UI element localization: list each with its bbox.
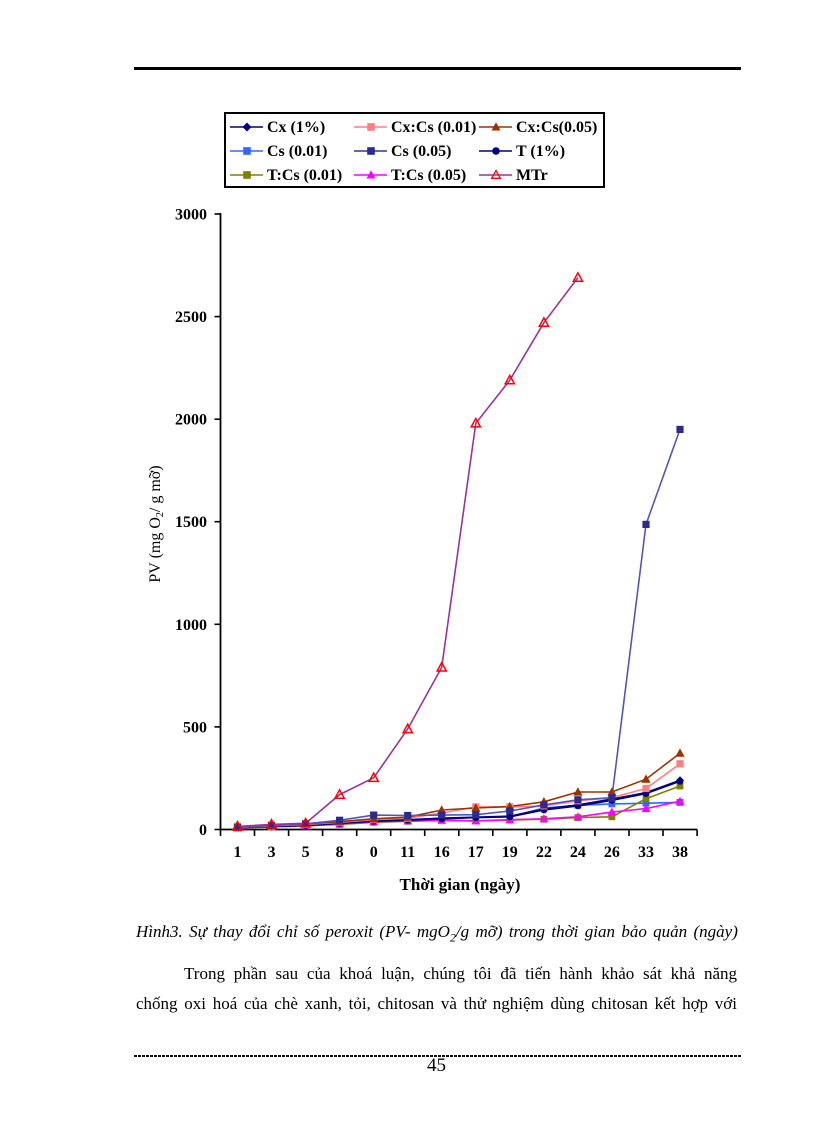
svg-text:8: 8	[336, 844, 344, 861]
svg-text:24: 24	[570, 844, 586, 861]
svg-text:17: 17	[468, 844, 484, 861]
svg-text:22: 22	[536, 844, 552, 861]
svg-text:1000: 1000	[175, 617, 207, 634]
svg-text:1500: 1500	[175, 514, 207, 531]
svg-text:Thời gian (ngày): Thời gian (ngày)	[400, 875, 521, 894]
svg-text:500: 500	[183, 719, 207, 736]
svg-text:3000: 3000	[175, 207, 207, 224]
svg-text:0: 0	[370, 844, 378, 861]
svg-text:0: 0	[199, 822, 207, 839]
svg-text:26: 26	[604, 844, 620, 861]
svg-text:11: 11	[400, 844, 415, 861]
svg-text:PV (mg O2/ g mỡ): PV (mg O2/ g mỡ)	[147, 465, 166, 582]
svg-text:33: 33	[638, 844, 654, 861]
svg-text:16: 16	[434, 844, 450, 861]
svg-text:2000: 2000	[175, 412, 207, 429]
svg-text:2500: 2500	[175, 309, 207, 326]
svg-text:19: 19	[502, 844, 518, 861]
svg-text:5: 5	[302, 844, 310, 861]
svg-text:3: 3	[268, 844, 276, 861]
svg-text:1: 1	[234, 844, 242, 861]
svg-text:38: 38	[672, 844, 688, 861]
